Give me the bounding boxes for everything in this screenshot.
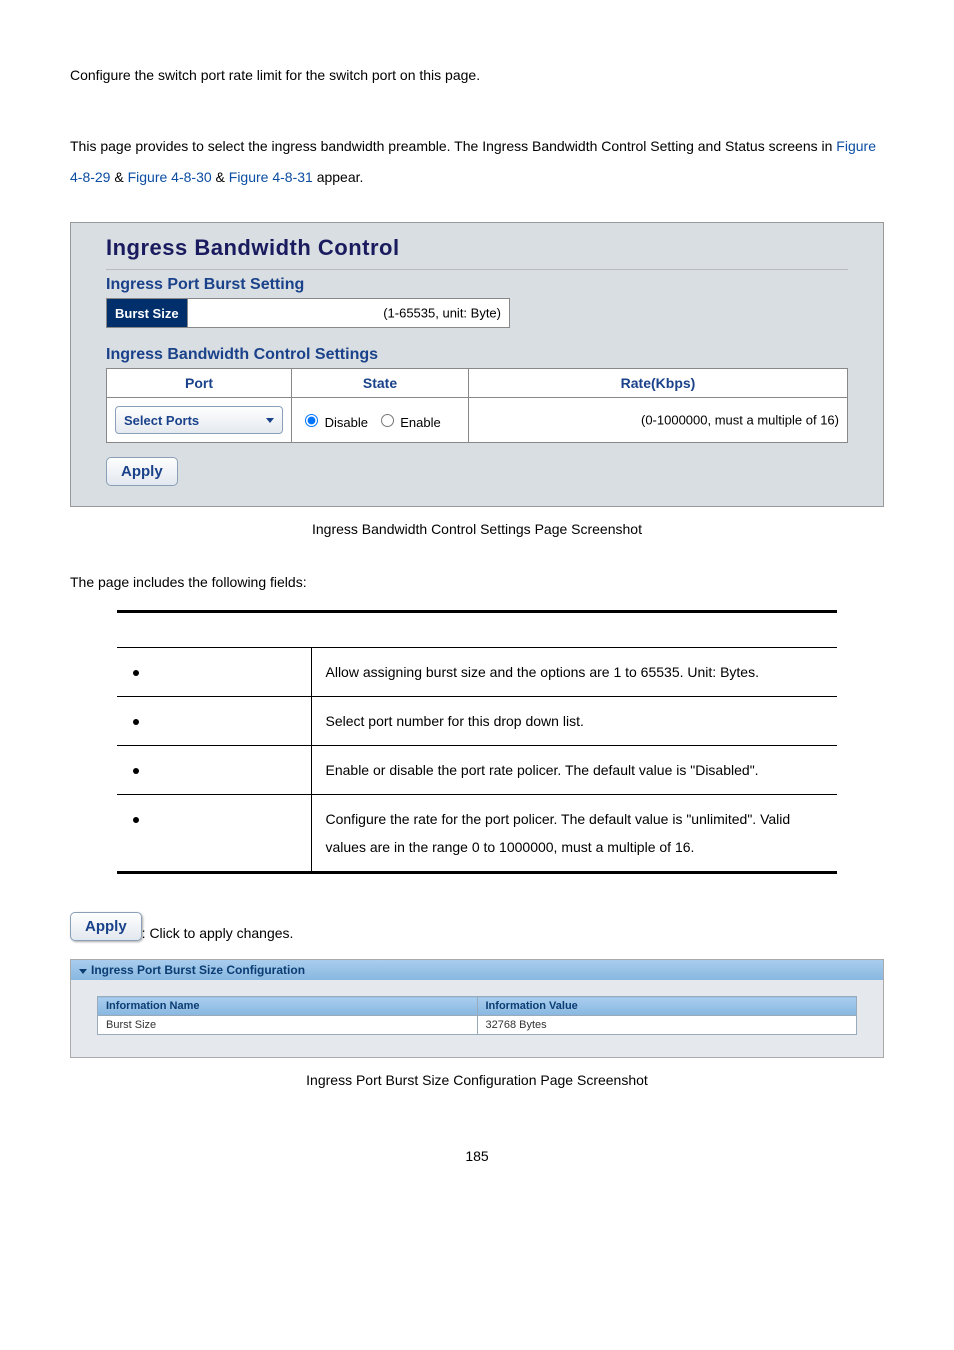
- table-row: Enable or disable the port rate policer.…: [117, 746, 837, 795]
- burst-size-table: Burst Size (1-65535, unit: Byte): [106, 298, 510, 328]
- bullet-icon: [133, 768, 139, 774]
- intro-paragraph-1: Configure the switch port rate limit for…: [70, 60, 884, 91]
- chevron-down-icon: [79, 969, 87, 974]
- rate-input[interactable]: [513, 410, 637, 430]
- bullet-icon: [133, 670, 139, 676]
- th-info-name: Information Name: [98, 997, 478, 1016]
- apply-button-inline[interactable]: Apply: [70, 912, 142, 941]
- port-select-dropdown[interactable]: Select Ports: [115, 406, 283, 434]
- divider: [106, 269, 848, 270]
- th-port: Port: [107, 369, 292, 398]
- port-select-label: Select Ports: [124, 413, 199, 428]
- fields-table: Allow assigning burst size and the optio…: [117, 610, 837, 874]
- field-desc: Configure the rate for the port policer.…: [314, 795, 838, 873]
- bullet-icon: [133, 719, 139, 725]
- intro-text-2b: appear.: [313, 169, 364, 185]
- intro-text-1: Configure the switch port rate limit for…: [70, 67, 480, 83]
- th-rate: Rate(Kbps): [469, 369, 848, 398]
- th-state: State: [292, 369, 469, 398]
- apply-note-row: Apply: Click to apply changes.: [70, 912, 884, 941]
- burst-config-header[interactable]: Ingress Port Burst Size Configuration: [71, 960, 883, 980]
- chevron-down-icon: [266, 418, 274, 423]
- intro-text-2a: This page provides to select the ingress…: [70, 138, 836, 154]
- section-burst-setting: Ingress Port Burst Setting: [106, 276, 848, 294]
- section-bandwidth-settings: Ingress Bandwidth Control Settings: [106, 346, 848, 364]
- state-disable-label: Disable: [325, 415, 368, 430]
- burst-size-hint: (1-65535, unit: Byte): [383, 306, 501, 321]
- caption-1: Ingress Bandwidth Control Settings Page …: [70, 521, 884, 537]
- apply-button[interactable]: Apply: [106, 457, 178, 486]
- amp-1: &: [110, 169, 127, 185]
- burst-size-cell: (1-65535, unit: Byte): [187, 299, 509, 328]
- state-disable-radio[interactable]: [305, 414, 318, 427]
- state-enable-radio[interactable]: [381, 414, 394, 427]
- state-enable-label: Enable: [400, 415, 440, 430]
- table-row: Allow assigning burst size and the optio…: [117, 648, 837, 697]
- amp-2: &: [212, 169, 229, 185]
- table-row: Select port number for this drop down li…: [117, 697, 837, 746]
- caption-2: Ingress Port Burst Size Configuration Pa…: [70, 1072, 884, 1088]
- burst-size-label: Burst Size: [107, 299, 188, 328]
- burst-config-panel: Ingress Port Burst Size Configuration In…: [70, 959, 884, 1058]
- fields-intro: The page includes the following fields:: [70, 567, 884, 598]
- field-desc: Enable or disable the port rate policer.…: [314, 746, 838, 795]
- bullet-icon: [133, 817, 139, 823]
- bandwidth-settings-table: Port State Rate(Kbps) Select Ports Disab…: [106, 368, 848, 443]
- info-value-cell: 32768 Bytes: [477, 1016, 857, 1035]
- burst-config-header-label: Ingress Port Burst Size Configuration: [91, 963, 305, 977]
- page-number: 185: [70, 1148, 884, 1164]
- table-row: Configure the rate for the port policer.…: [117, 795, 837, 873]
- state-disable-option[interactable]: Disable: [300, 415, 372, 430]
- apply-note: : Click to apply changes.: [142, 925, 294, 941]
- table-row: Burst Size 32768 Bytes: [98, 1016, 857, 1035]
- field-desc: Allow assigning burst size and the optio…: [314, 648, 838, 697]
- figure-link-c[interactable]: Figure 4-8-31: [229, 169, 313, 185]
- field-desc: Select port number for this drop down li…: [314, 697, 838, 746]
- rate-hint: (0-1000000, must a multiple of 16): [641, 413, 839, 428]
- burst-config-info-table: Information Name Information Value Burst…: [97, 996, 857, 1035]
- panel-title: Ingress Bandwidth Control: [106, 235, 848, 261]
- info-name-cell: Burst Size: [98, 1016, 478, 1035]
- burst-size-input[interactable]: [196, 303, 380, 323]
- intro-paragraph-2: This page provides to select the ingress…: [70, 131, 884, 193]
- th-info-value: Information Value: [477, 997, 857, 1016]
- figure-link-b[interactable]: Figure 4-8-30: [128, 169, 212, 185]
- ingress-bandwidth-panel: Ingress Bandwidth Control Ingress Port B…: [70, 222, 884, 507]
- state-enable-option[interactable]: Enable: [376, 415, 441, 430]
